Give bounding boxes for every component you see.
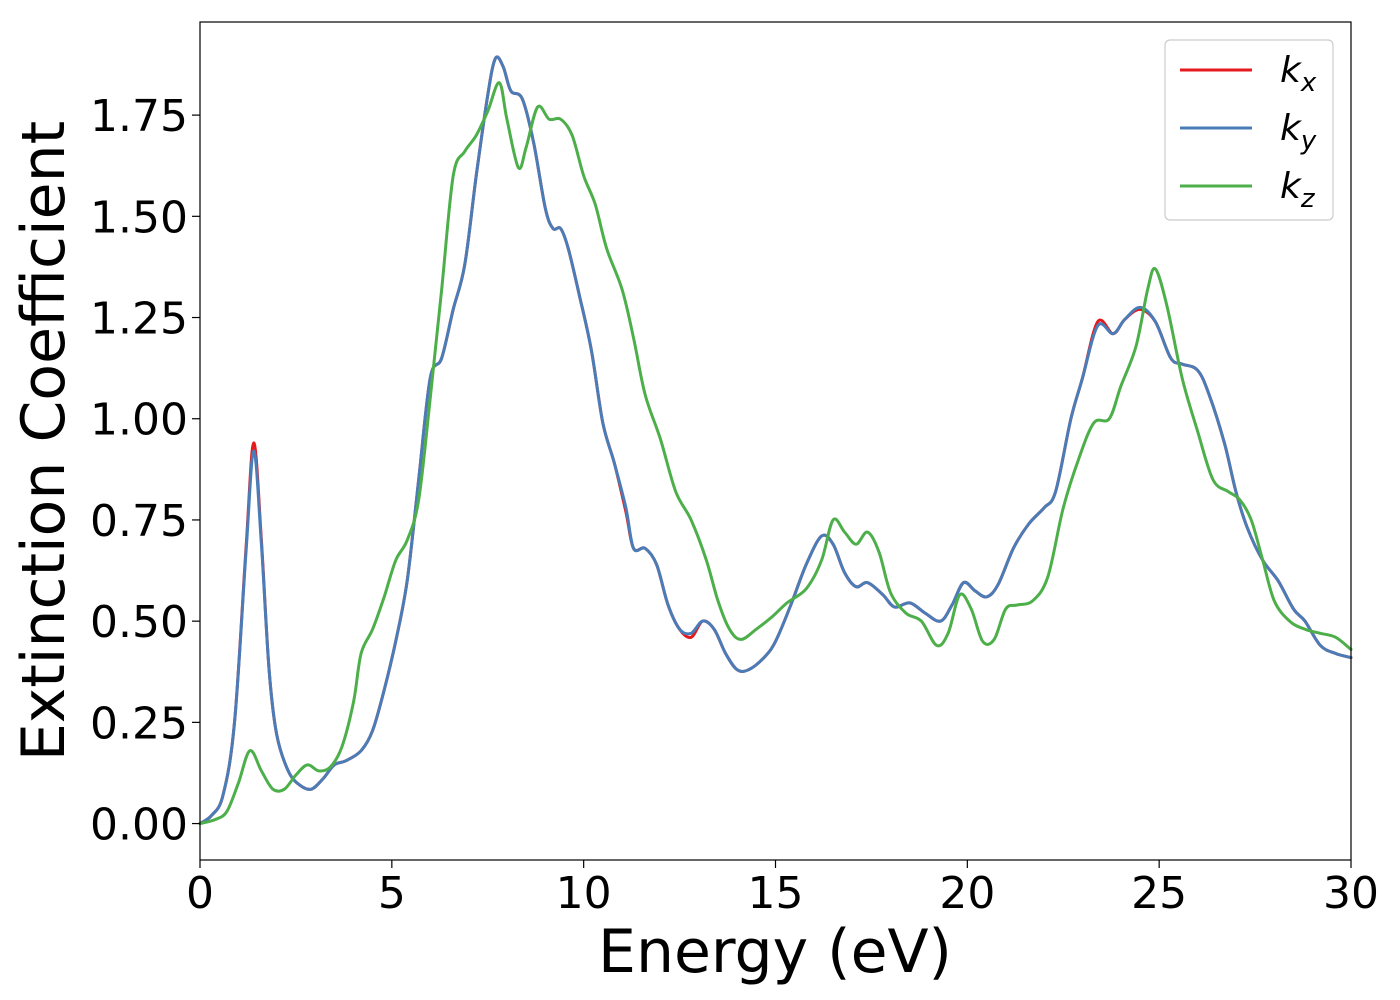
series-layer [198, 55, 1353, 826]
x-tick-label: 0 [186, 868, 214, 919]
y-axis-title: Extinction Coefficient [9, 121, 79, 761]
x-tick-label: 10 [556, 868, 612, 919]
legend-label-kx: kx [1280, 50, 1317, 98]
y-tick-label: 1.75 [90, 91, 188, 142]
y-tick-label: 0.00 [90, 800, 188, 851]
y-tick-label: 1.25 [90, 294, 188, 345]
y-tick-label: 1.50 [90, 192, 188, 243]
x-tick-label: 30 [1323, 868, 1379, 919]
x-tick-label: 20 [939, 868, 995, 919]
y-tick-label: 0.50 [90, 597, 188, 648]
legend-label-ky: ky [1280, 108, 1317, 156]
x-axis-ticks: 0 5 10 15 20 25 30 [186, 860, 1379, 919]
legend-label-kz: kz [1280, 166, 1316, 214]
series-line-ky [198, 55, 1353, 826]
y-tick-label: 0.25 [90, 698, 188, 749]
legend-box [1164, 39, 1334, 221]
x-axis-title: Energy (eV) [598, 917, 952, 987]
series-line-kz [198, 81, 1353, 826]
y-axis-ticks: 0.00 0.25 0.50 0.75 1.00 1.25 1.50 1.75 [90, 91, 200, 851]
y-tick-label: 0.75 [90, 496, 188, 547]
x-tick-label: 15 [748, 868, 804, 919]
x-tick-label: 5 [378, 868, 406, 919]
y-tick-label: 1.00 [90, 395, 188, 446]
legend: kx ky kz [1164, 39, 1334, 221]
x-tick-label: 25 [1131, 868, 1187, 919]
